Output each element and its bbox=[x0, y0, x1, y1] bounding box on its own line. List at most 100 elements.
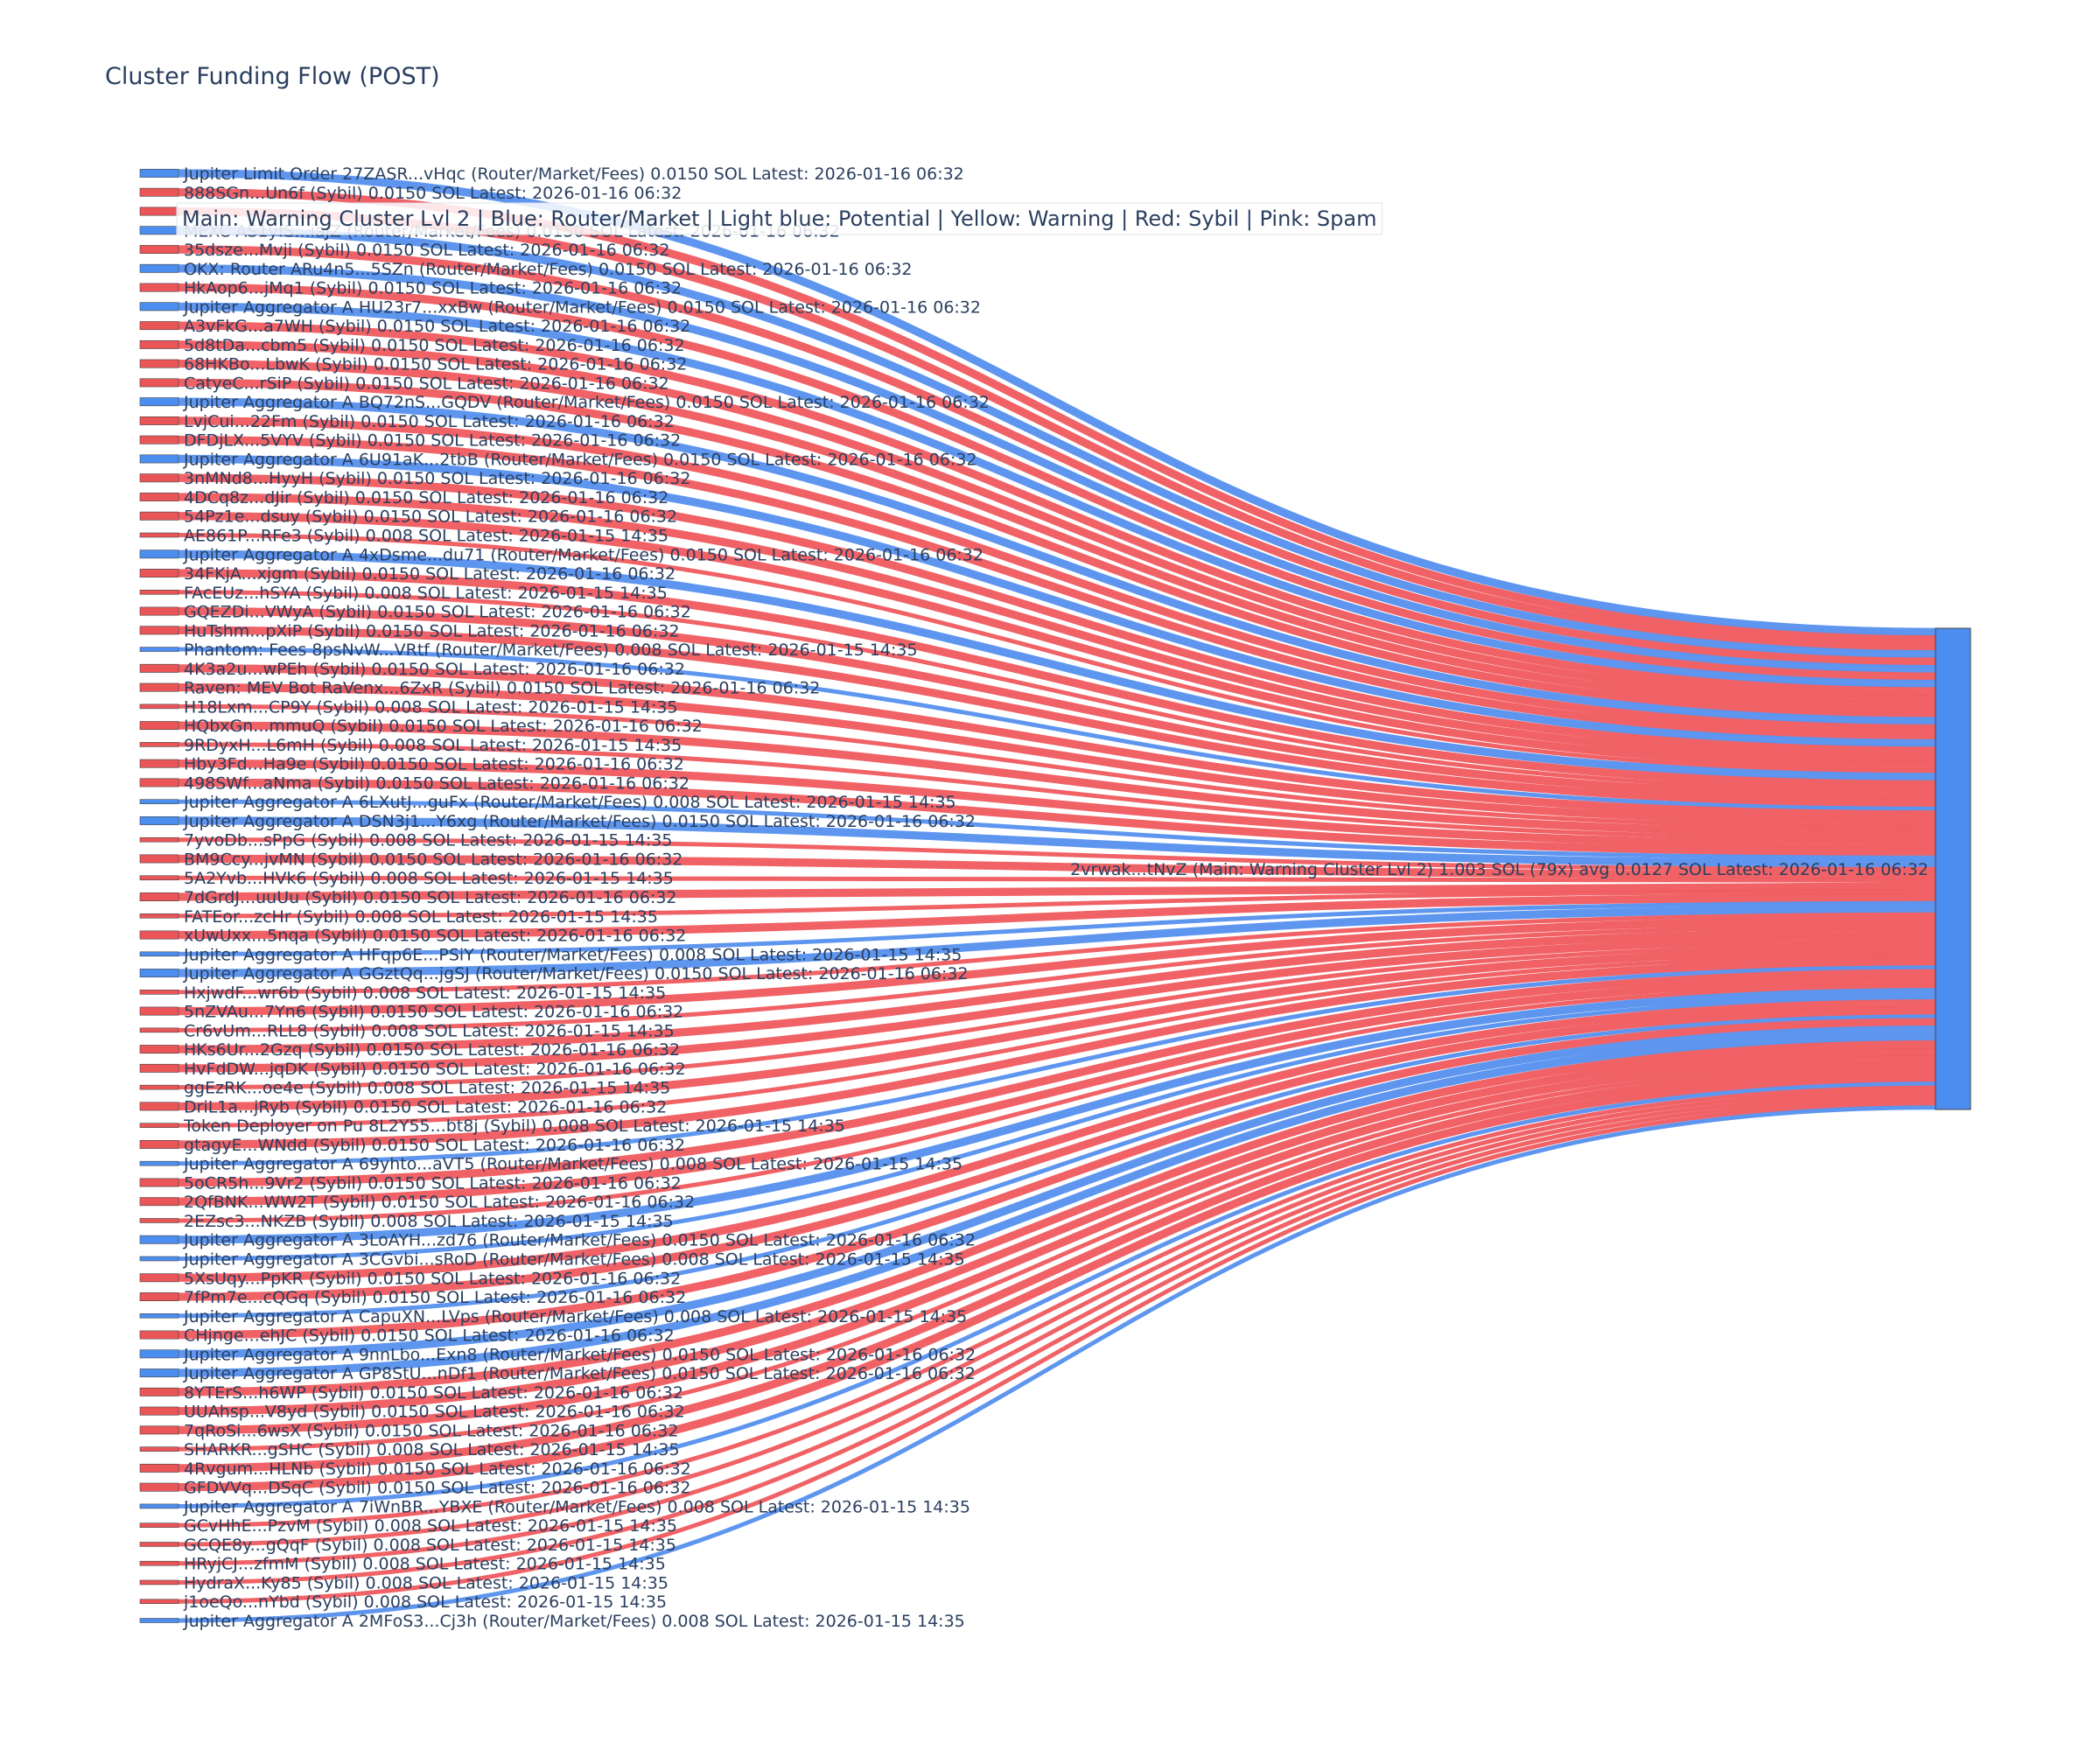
sankey-source-node[interactable] bbox=[139, 397, 179, 407]
sankey-link[interactable] bbox=[178, 647, 1936, 811]
sankey-link[interactable] bbox=[178, 923, 1936, 1032]
sankey-link[interactable] bbox=[178, 934, 1936, 1073]
sankey-link[interactable] bbox=[178, 359, 1936, 710]
sankey-link[interactable] bbox=[178, 664, 1936, 819]
sankey-link[interactable] bbox=[178, 912, 1936, 995]
sankey-link[interactable] bbox=[178, 942, 1936, 1090]
sankey-source-node[interactable] bbox=[139, 759, 179, 768]
sankey-source-node[interactable] bbox=[139, 378, 179, 388]
sankey-source-node[interactable] bbox=[139, 663, 179, 673]
sankey-source-node[interactable] bbox=[139, 245, 179, 254]
sankey-link[interactable] bbox=[178, 1097, 1936, 1585]
sankey-link[interactable] bbox=[178, 1093, 1936, 1566]
sankey-link[interactable] bbox=[178, 742, 1936, 842]
sankey-source-node[interactable] bbox=[139, 969, 179, 978]
sankey-link[interactable] bbox=[178, 969, 1936, 1187]
sankey-source-node[interactable] bbox=[139, 1425, 179, 1435]
sankey-link[interactable] bbox=[178, 1089, 1936, 1547]
sankey-source-node[interactable] bbox=[139, 1178, 179, 1187]
sankey-link[interactable] bbox=[178, 721, 1936, 837]
sankey-source-node[interactable] bbox=[139, 1160, 179, 1166]
sankey-source-node[interactable] bbox=[139, 1482, 179, 1492]
sankey-source-node[interactable] bbox=[139, 721, 179, 731]
sankey-link[interactable] bbox=[178, 436, 1936, 740]
sankey-link[interactable] bbox=[178, 916, 1936, 1016]
sankey-source-node[interactable] bbox=[139, 550, 179, 559]
sankey-link[interactable] bbox=[178, 1066, 1936, 1473]
sankey-source-node[interactable] bbox=[139, 704, 179, 710]
sankey-source-node[interactable] bbox=[139, 1406, 179, 1416]
sankey-link[interactable] bbox=[178, 1082, 1936, 1508]
sankey-link[interactable] bbox=[178, 321, 1936, 696]
sankey-source-node[interactable] bbox=[139, 1027, 179, 1033]
sankey-link[interactable] bbox=[178, 590, 1936, 793]
sankey-link[interactable] bbox=[178, 1101, 1936, 1604]
sankey-link[interactable] bbox=[178, 999, 1936, 1282]
sankey-source-node[interactable] bbox=[139, 1579, 179, 1586]
sankey-source-node[interactable] bbox=[139, 854, 179, 864]
sankey-source-node[interactable] bbox=[139, 742, 179, 747]
sankey-source-node[interactable] bbox=[139, 606, 179, 616]
sankey-source-node[interactable] bbox=[139, 321, 179, 331]
sankey-source-node[interactable] bbox=[139, 875, 179, 881]
sankey-source-node[interactable] bbox=[139, 416, 179, 425]
sankey-link[interactable] bbox=[178, 378, 1936, 718]
sankey-source-node[interactable] bbox=[139, 493, 179, 501]
sankey-source-node[interactable] bbox=[139, 187, 179, 197]
sankey-source-node[interactable] bbox=[139, 226, 179, 235]
sankey-source-node[interactable] bbox=[139, 913, 179, 919]
sankey-link[interactable] bbox=[178, 1054, 1936, 1435]
sankey-link[interactable] bbox=[178, 416, 1936, 733]
sankey-source-node[interactable] bbox=[139, 283, 179, 292]
sankey-link[interactable] bbox=[178, 493, 1936, 763]
sankey-source-node[interactable] bbox=[139, 1102, 179, 1111]
sankey-source-node[interactable] bbox=[139, 302, 179, 312]
sankey-link[interactable] bbox=[178, 760, 1936, 849]
sankey-link[interactable] bbox=[178, 1047, 1936, 1416]
sankey-link[interactable] bbox=[178, 704, 1936, 830]
sankey-link[interactable] bbox=[178, 550, 1936, 781]
sankey-link[interactable] bbox=[178, 946, 1936, 1111]
sankey-link[interactable] bbox=[178, 882, 1936, 901]
sankey-link[interactable] bbox=[178, 799, 1936, 860]
sankey-link[interactable] bbox=[178, 606, 1936, 800]
sankey-source-node[interactable] bbox=[139, 340, 179, 349]
sankey-link[interactable] bbox=[178, 976, 1936, 1206]
sankey-source-node[interactable] bbox=[139, 892, 179, 901]
sankey-source-node[interactable] bbox=[139, 1235, 179, 1244]
sankey-link[interactable] bbox=[178, 893, 1936, 940]
sankey-source-node[interactable] bbox=[139, 1273, 179, 1283]
sankey-source-node[interactable] bbox=[139, 836, 179, 843]
sankey-source-node[interactable] bbox=[139, 1139, 179, 1149]
sankey-link[interactable] bbox=[178, 264, 1936, 674]
sankey-source-node[interactable] bbox=[139, 206, 179, 216]
sankey-link[interactable] bbox=[178, 816, 1936, 868]
sankey-link[interactable] bbox=[178, 454, 1936, 748]
sankey-source-node[interactable] bbox=[139, 169, 179, 178]
sankey-source-node[interactable] bbox=[139, 1330, 179, 1340]
sankey-link[interactable] bbox=[178, 397, 1936, 725]
sankey-source-node[interactable] bbox=[139, 435, 179, 444]
sankey-source-node[interactable] bbox=[139, 990, 179, 995]
sankey-source-node[interactable] bbox=[139, 930, 179, 940]
sankey-link[interactable] bbox=[178, 988, 1936, 1244]
sankey-link[interactable] bbox=[178, 1032, 1936, 1377]
sankey-link[interactable] bbox=[178, 778, 1936, 857]
sankey-source-node[interactable] bbox=[139, 1618, 179, 1623]
sankey-link[interactable] bbox=[178, 340, 1936, 704]
sankey-source-node[interactable] bbox=[139, 1446, 179, 1452]
sankey-source-node[interactable] bbox=[139, 569, 179, 578]
sankey-link[interactable] bbox=[178, 837, 1936, 872]
sankey-source-node[interactable] bbox=[139, 647, 179, 652]
sankey-link[interactable] bbox=[178, 984, 1936, 1223]
sankey-source-node[interactable] bbox=[139, 778, 179, 788]
sankey-link[interactable] bbox=[178, 1074, 1936, 1492]
sankey-source-node[interactable] bbox=[139, 682, 179, 692]
sankey-source-node[interactable] bbox=[139, 1006, 179, 1016]
sankey-source-node[interactable] bbox=[139, 1197, 179, 1207]
sankey-source-node[interactable] bbox=[139, 473, 179, 483]
sankey-link[interactable] bbox=[178, 569, 1936, 788]
sankey-source-node[interactable] bbox=[139, 454, 179, 464]
sankey-link[interactable] bbox=[178, 889, 1936, 919]
